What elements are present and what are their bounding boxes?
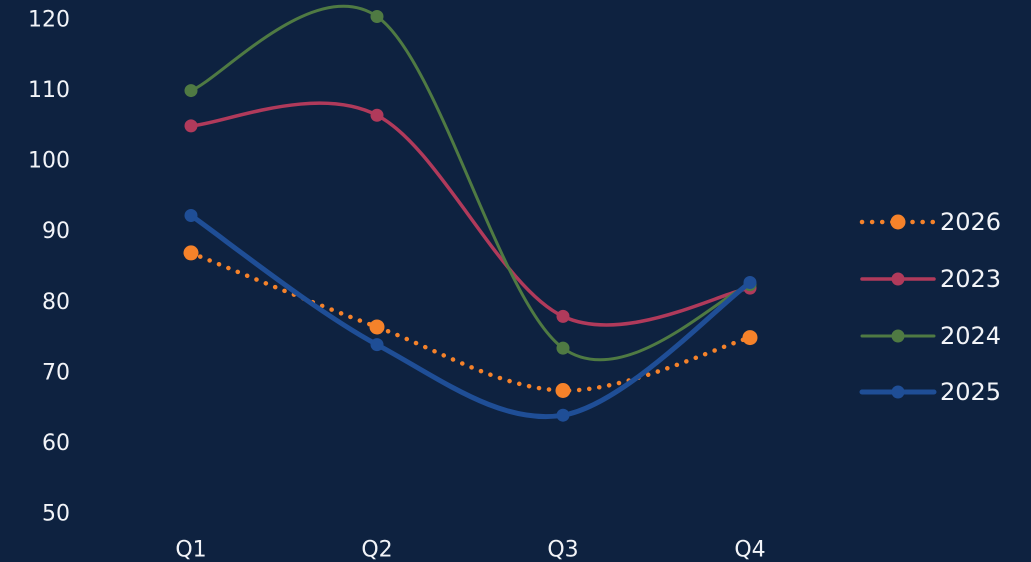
legend: 2026 2023 2024 2025: [859, 208, 1001, 406]
data-point-2024-Q1: [184, 84, 198, 98]
legend-item-2024: 2024: [860, 322, 1001, 350]
x-tick-label: Q1: [175, 538, 206, 562]
y-tick-label: 80: [42, 290, 70, 315]
y-tick-label: 120: [28, 8, 70, 33]
data-point-2025-Q2: [370, 338, 384, 352]
y-tick-label: 50: [42, 502, 70, 527]
data-point-2026-Q4: [742, 330, 758, 346]
data-point-2025-Q3: [556, 408, 570, 422]
data-point-2026-Q3: [555, 383, 571, 398]
series-line-2023: [189, 101, 752, 327]
legend-item-2023: 2023: [860, 265, 1001, 293]
series-line-2025: [188, 212, 753, 420]
x-tick-label: Q2: [361, 538, 392, 562]
legend-marker: [890, 214, 906, 230]
data-point-2023-Q3: [556, 309, 570, 323]
y-tick-label: 60: [42, 431, 70, 456]
y-tick-label: 100: [28, 149, 70, 174]
plot-area: [183, 4, 758, 422]
legend-item-2026: 2026: [859, 208, 1001, 236]
y-tick-label: 110: [28, 78, 70, 103]
series-2024: [184, 4, 757, 362]
legend-marker: [891, 385, 905, 399]
legend-marker: [891, 329, 905, 343]
y-axis: 50 60 70 80 90 100 110 120: [28, 8, 70, 527]
data-point-2026-Q2: [369, 319, 385, 335]
series-2025: [184, 208, 757, 422]
x-tick-label: Q4: [734, 538, 765, 562]
series-line-2026: [188, 250, 753, 393]
legend-label: 2023: [940, 265, 1001, 293]
x-axis: Q1 Q2 Q3 Q4: [175, 538, 765, 562]
legend-label: 2024: [940, 322, 1001, 350]
legend-marker: [891, 272, 905, 286]
series-line-2024: [189, 4, 752, 362]
series-2026: [183, 245, 758, 398]
series-2023: [184, 101, 757, 327]
data-point-2023-Q1: [184, 119, 198, 133]
data-point-2024-Q2: [370, 9, 384, 23]
data-point-2024-Q3: [556, 341, 570, 355]
data-point-2025-Q4: [743, 276, 757, 290]
data-point-2026-Q1: [183, 245, 199, 261]
y-tick-label: 70: [42, 360, 70, 385]
data-point-2023-Q2: [370, 108, 384, 122]
y-tick-label: 90: [42, 219, 70, 244]
data-point-2025-Q1: [184, 208, 198, 222]
x-tick-label: Q3: [547, 538, 578, 562]
legend-item-2025: 2025: [859, 378, 1001, 406]
legend-label: 2026: [940, 208, 1001, 236]
legend-label: 2025: [940, 378, 1001, 406]
